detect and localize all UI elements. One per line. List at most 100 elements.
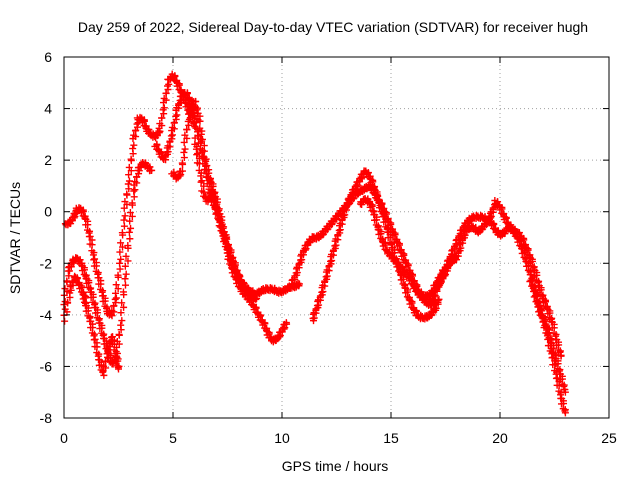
data-point bbox=[282, 319, 290, 327]
data-point bbox=[162, 89, 170, 97]
data-point bbox=[561, 409, 569, 417]
data-point bbox=[197, 172, 205, 180]
data-point bbox=[168, 123, 176, 131]
data-point bbox=[200, 182, 208, 190]
x-tick-label: 10 bbox=[274, 430, 290, 446]
data-point bbox=[117, 239, 125, 247]
data-point bbox=[129, 145, 137, 153]
plot-frame bbox=[63, 56, 610, 419]
data-point bbox=[126, 209, 134, 217]
data-point bbox=[191, 134, 199, 142]
data-point bbox=[112, 289, 120, 297]
y-axis-label: SDTVAR / TECUs bbox=[7, 182, 23, 294]
data-point bbox=[200, 147, 208, 155]
data-point bbox=[119, 288, 127, 296]
series-satellite-track-c bbox=[61, 70, 199, 320]
data-point bbox=[195, 160, 203, 168]
data-point bbox=[121, 198, 129, 206]
data-point bbox=[120, 222, 128, 230]
y-tick-label: 0 bbox=[44, 204, 52, 220]
data-point bbox=[125, 163, 133, 171]
x-axis-ticks: 0 5 10 15 20 25 bbox=[60, 57, 617, 446]
data-point bbox=[117, 309, 125, 317]
series-satellite-track-b bbox=[60, 272, 123, 379]
data-point bbox=[336, 226, 344, 234]
x-tick-label: 0 bbox=[60, 430, 68, 446]
data-point bbox=[127, 155, 135, 163]
data-point bbox=[319, 288, 327, 296]
y-tick-label: -4 bbox=[40, 307, 53, 323]
data-point bbox=[557, 352, 565, 360]
data-point bbox=[556, 348, 564, 356]
y-tick-label: 6 bbox=[44, 49, 52, 65]
data-point bbox=[203, 162, 211, 170]
series-satellite-track-k bbox=[430, 197, 565, 360]
data-point bbox=[110, 302, 118, 310]
data-point bbox=[115, 331, 123, 339]
series-satellite-track-l bbox=[526, 274, 569, 396]
data-point bbox=[117, 321, 125, 329]
data-point bbox=[177, 167, 185, 175]
series-satellite-track-i bbox=[356, 195, 439, 309]
data-point bbox=[133, 120, 141, 128]
data-series bbox=[60, 70, 569, 417]
data-point bbox=[116, 248, 124, 256]
data-point bbox=[112, 294, 120, 302]
x-tick-label: 15 bbox=[383, 430, 399, 446]
data-point bbox=[119, 243, 127, 251]
data-point bbox=[118, 229, 126, 237]
data-point bbox=[197, 130, 205, 138]
data-point bbox=[124, 242, 132, 250]
data-point bbox=[332, 241, 340, 249]
data-point bbox=[180, 138, 188, 146]
data-point bbox=[253, 294, 261, 302]
data-point bbox=[185, 115, 193, 123]
data-point bbox=[127, 224, 135, 232]
data-point bbox=[131, 186, 139, 194]
data-point bbox=[156, 127, 164, 135]
chart-title: Day 259 of 2022, Sidereal Day-to-day VTE… bbox=[78, 19, 588, 35]
data-point bbox=[130, 131, 138, 139]
data-point bbox=[173, 111, 181, 119]
data-point bbox=[101, 357, 109, 365]
data-point bbox=[561, 388, 569, 396]
data-point bbox=[125, 177, 133, 185]
data-point bbox=[128, 199, 136, 207]
data-point bbox=[121, 262, 129, 270]
y-tick-label: -6 bbox=[40, 358, 53, 374]
grid-lines bbox=[64, 57, 609, 418]
data-point bbox=[120, 216, 128, 224]
y-tick-label: -8 bbox=[40, 410, 53, 426]
data-point bbox=[198, 177, 206, 185]
data-point bbox=[183, 126, 191, 134]
data-point bbox=[118, 317, 126, 325]
data-point bbox=[121, 212, 129, 220]
data-point bbox=[126, 217, 134, 225]
y-tick-label: 2 bbox=[44, 152, 52, 168]
data-point bbox=[170, 119, 178, 127]
data-point bbox=[147, 166, 155, 174]
data-point bbox=[104, 348, 112, 356]
data-point bbox=[133, 173, 141, 181]
data-point bbox=[108, 307, 116, 314]
data-point bbox=[252, 295, 260, 303]
data-point bbox=[164, 148, 172, 156]
data-point bbox=[435, 295, 443, 303]
x-axis-label: GPS time / hours bbox=[282, 458, 389, 474]
data-point bbox=[123, 190, 131, 198]
data-point bbox=[128, 212, 136, 220]
data-point bbox=[160, 94, 168, 102]
data-point bbox=[111, 295, 119, 303]
data-point bbox=[169, 131, 177, 139]
data-point bbox=[130, 187, 138, 195]
data-point bbox=[121, 275, 129, 283]
data-point bbox=[115, 365, 122, 373]
data-point bbox=[120, 204, 128, 212]
data-point bbox=[194, 150, 202, 158]
data-point bbox=[158, 114, 166, 122]
data-point bbox=[125, 171, 133, 179]
data-point bbox=[91, 255, 99, 263]
data-point bbox=[117, 255, 125, 263]
data-point bbox=[121, 281, 129, 289]
x-tick-label: 5 bbox=[169, 430, 177, 446]
